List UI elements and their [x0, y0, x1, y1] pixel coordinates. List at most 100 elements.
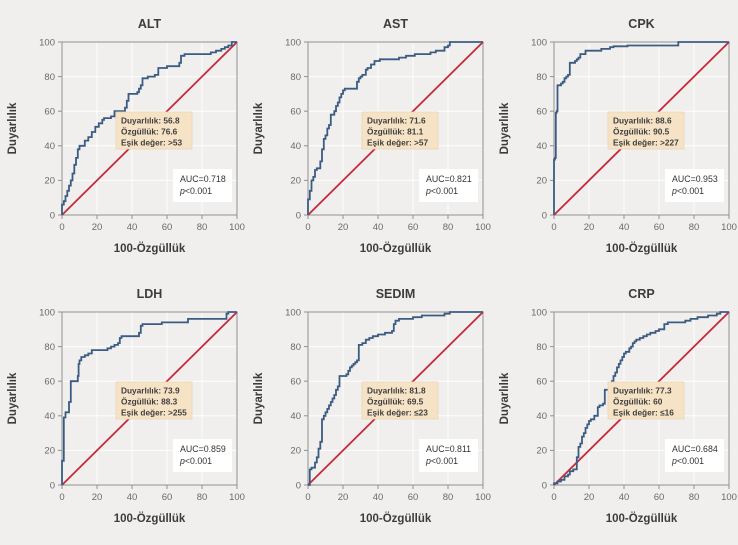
y-tick-label: 80 [290, 72, 301, 83]
plot-frame [553, 311, 730, 486]
auc-annotation: AUC=0.718 p<0.001 [173, 169, 232, 202]
y-tick-label: 0 [50, 480, 55, 491]
y-tick-label: 100 [285, 307, 301, 318]
x-tick-label: 40 [373, 492, 384, 503]
x-axis-label: 100-Özgüllük [606, 242, 678, 255]
x-tick-label: 20 [338, 492, 349, 503]
chart-title: CPK [628, 17, 654, 31]
annotation-line: Duyarlılık: 71.6 [367, 116, 426, 126]
x-tick-label: 60 [408, 492, 419, 503]
x-tick-label: 20 [92, 222, 103, 233]
annotation-line: Eşik değer: >53 [121, 138, 182, 148]
x-tick-label: 100 [229, 222, 245, 233]
x-axis-label: 100-Özgüllük [114, 512, 186, 525]
y-tick-label: 80 [44, 72, 55, 83]
y-axis-label: Duyarlılık [499, 372, 511, 424]
x-tick-label: 60 [408, 222, 419, 233]
annotation-line: Eşik değer: >57 [367, 138, 428, 148]
roc-plot-svg: 00 20 20 40 40 60 60 80 80 100 100 SEDIM 100-Özgüllü… [253, 287, 491, 525]
x-tick-label: 40 [127, 222, 138, 233]
axis-ticks: 00 20 20 40 40 60 60 80 80 100 100 [531, 37, 737, 233]
x-tick-label: 100 [721, 222, 737, 233]
auc-value-label: AUC=0.718 [180, 174, 226, 184]
y-tick-label: 20 [44, 176, 55, 187]
auc-annotation: AUC=0.953 p<0.001 [665, 169, 724, 202]
y-axis-label: Duyarlılık [253, 102, 265, 154]
x-tick-label: 80 [197, 222, 208, 233]
p-value-label: p<0.001 [179, 456, 212, 466]
plot-frame [307, 311, 484, 486]
x-tick-label: 100 [475, 222, 491, 233]
y-tick-label: 80 [290, 342, 301, 353]
y-tick-label: 40 [536, 411, 547, 422]
y-tick-label: 60 [536, 377, 547, 388]
plot-frame [307, 41, 484, 216]
annotation-line: Duyarlılık: 88.6 [613, 116, 672, 126]
x-tick-label: 20 [92, 492, 103, 503]
auc-annotation: AUC=0.821 p<0.001 [419, 169, 478, 202]
annotation-line: Duyarlılık: 77.3 [613, 386, 672, 396]
roc-chart-panel: 0 0 20 20 40 40 60 60 80 80 100 100 SEDIM 100-Özgüllü… [246, 270, 492, 540]
roc-curve [553, 41, 729, 215]
y-tick-label: 20 [536, 176, 547, 187]
y-tick-label: 100 [39, 307, 55, 318]
auc-box [173, 169, 232, 202]
x-tick-label: 40 [373, 222, 384, 233]
x-tick-label: 0 [305, 222, 310, 233]
y-tick-label: 20 [290, 176, 301, 187]
x-tick-label: 60 [162, 222, 173, 233]
roc-chart-panel: 0 0 20 20 40 40 60 60 80 80 100 100 LDH 100-Özgüllük D… [0, 270, 246, 540]
annotation-line: Özgüllük: 69.5 [367, 397, 424, 407]
x-tick-label: 0 [551, 222, 556, 233]
roc-plot-svg: 00 20 20 40 40 60 60 80 80 100 100 AST 100-Özgüllük D… [253, 17, 491, 255]
roc-curve [553, 311, 729, 485]
plot-frame [61, 41, 238, 216]
x-tick-label: 40 [619, 492, 630, 503]
y-tick-label: 100 [531, 307, 547, 318]
y-tick-label: 40 [290, 141, 301, 152]
axis-ticks: 00 20 20 40 40 60 60 80 80 100 100 [39, 307, 245, 503]
annotation-line: Eşik değer: >227 [613, 138, 679, 148]
p-value-label: p<0.001 [179, 186, 212, 196]
auc-box [419, 439, 478, 472]
x-axis-label: 100-Özgüllük [114, 242, 186, 255]
p-value-label: p<0.001 [671, 456, 704, 466]
x-tick-label: 20 [584, 222, 595, 233]
x-tick-label: 100 [229, 492, 245, 503]
annotation-line: Eşik değer: >255 [121, 408, 187, 418]
annotation-line: Eşik değer: ≤16 [613, 408, 674, 418]
plot-frame [61, 311, 238, 486]
x-tick-label: 40 [619, 222, 630, 233]
chart-title: CRP [628, 287, 654, 301]
x-axis-label: 100-Özgüllük [360, 242, 432, 255]
y-tick-label: 100 [39, 37, 55, 48]
auc-value-label: AUC=0.859 [180, 444, 226, 454]
y-tick-label: 80 [536, 342, 547, 353]
p-value-label: p<0.001 [425, 456, 458, 466]
x-tick-label: 20 [338, 222, 349, 233]
x-tick-label: 20 [584, 492, 595, 503]
y-tick-label: 40 [536, 141, 547, 152]
x-axis-label: 100-Özgüllük [360, 512, 432, 525]
roc-curve [307, 41, 483, 215]
y-axis-label: Duyarlılık [253, 372, 265, 424]
plot-frame [553, 41, 730, 216]
y-tick-label: 80 [44, 342, 55, 353]
x-tick-label: 80 [197, 492, 208, 503]
roc-plot-svg: 00 20 20 40 40 60 60 80 80 100 100 LDH 100-Özgüllük D… [7, 287, 245, 525]
y-tick-label: 20 [44, 446, 55, 457]
y-tick-label: 0 [542, 210, 547, 221]
y-tick-label: 60 [44, 107, 55, 118]
annotation-box [607, 111, 685, 150]
y-axis-label: Duyarlılık [7, 372, 19, 424]
auc-value-label: AUC=0.953 [672, 174, 718, 184]
annotation-line: Özgüllük: 81.1 [367, 127, 424, 137]
annotation-line: Duyarlılık: 73.9 [121, 386, 180, 396]
roc-chart-panel: 0 0 20 20 40 40 60 60 80 80 100 100 ALT 100-Özgüllük D… [0, 0, 246, 270]
auc-value-label: AUC=0.684 [672, 444, 718, 454]
auc-value-label: AUC=0.821 [426, 174, 472, 184]
